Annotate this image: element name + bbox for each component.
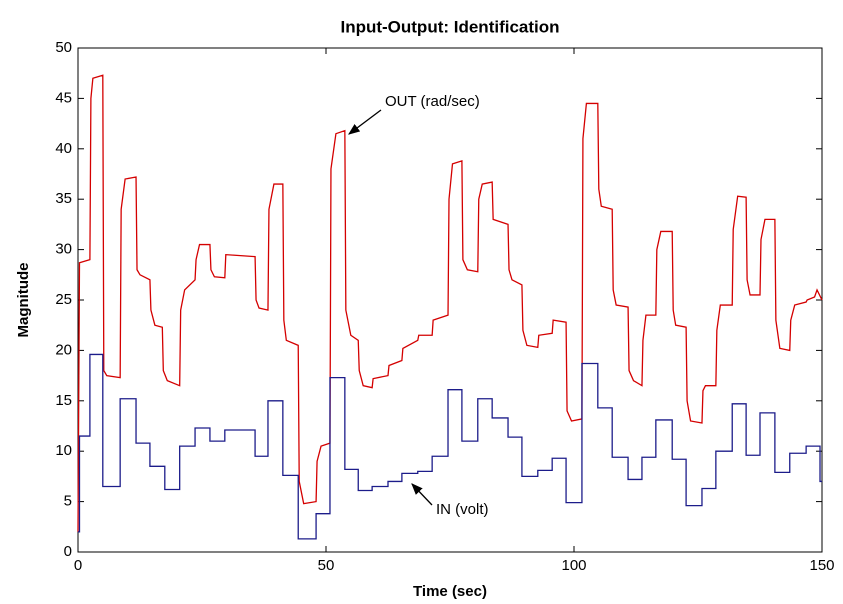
series-line [78, 353, 822, 540]
y-tick-label: 25 [55, 291, 72, 308]
y-tick-label: 40 [55, 140, 72, 157]
y-tick-label: 45 [55, 89, 72, 106]
y-tick-label: 30 [55, 241, 72, 258]
plot-frame [77, 47, 823, 553]
x-tick-label: 50 [318, 557, 335, 574]
y-tick-label: 20 [55, 341, 72, 358]
y-axis-label: Magnitude [15, 263, 32, 338]
x-tick-label: 0 [74, 557, 82, 574]
y-tick-label: 50 [55, 39, 72, 56]
label-arrow [411, 483, 433, 506]
series-label: IN (volt) [436, 501, 489, 518]
series-label: OUT (rad/sec) [385, 93, 480, 110]
x-tick-label: 150 [809, 557, 834, 574]
label-arrow [348, 109, 382, 135]
y-tick-label: 35 [55, 190, 72, 207]
y-tick-label: 5 [64, 493, 72, 510]
y-tick-label: 15 [55, 392, 72, 409]
chart-title: Input-Output: Identification [340, 17, 559, 36]
y-tick-label: 0 [64, 543, 72, 560]
series-line [77, 74, 823, 532]
x-axis-label: Time (sec) [413, 583, 487, 600]
x-tick-label: 100 [561, 557, 586, 574]
y-tick-label: 10 [55, 442, 72, 459]
